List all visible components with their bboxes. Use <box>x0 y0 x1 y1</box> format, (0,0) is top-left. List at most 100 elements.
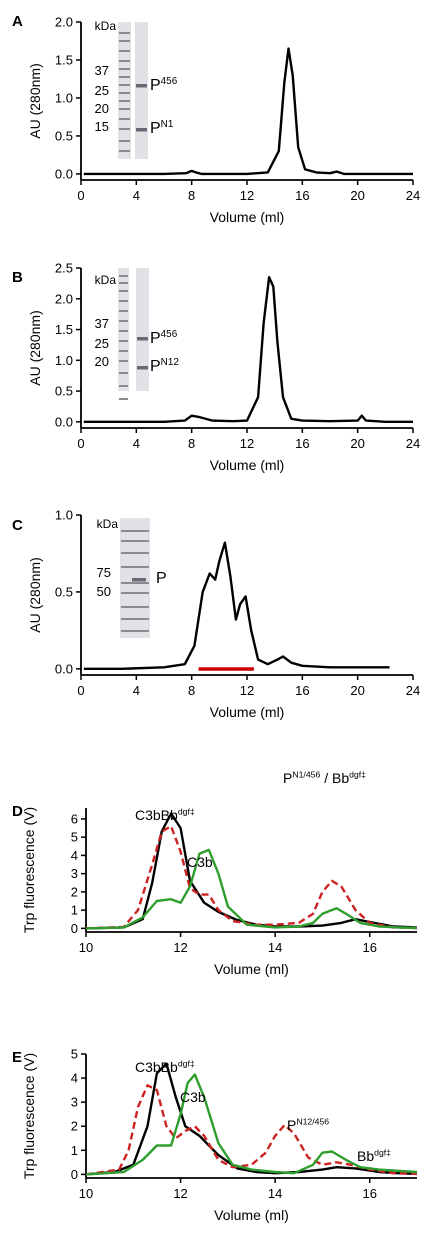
marker-band <box>119 32 130 34</box>
x-tick-label: 16 <box>295 683 309 698</box>
x-tick-label: 20 <box>350 436 364 451</box>
x-tick-label: 4 <box>133 188 140 203</box>
x-tick-label: 0 <box>77 188 84 203</box>
peak-annotation: C3bBbdgf‡ <box>135 807 195 823</box>
y-tick-label: 0.5 <box>55 384 73 399</box>
marker-band <box>121 566 149 568</box>
x-tick-label: 8 <box>188 436 195 451</box>
y-tick-label: 1.5 <box>55 52 73 67</box>
y-tick-label: 2.0 <box>55 291 73 306</box>
peak-annotation: PN12/456 <box>287 1117 329 1133</box>
gel-unit-label: kDa <box>95 19 117 33</box>
marker-band <box>119 398 128 400</box>
x-tick-label: 12 <box>173 940 187 955</box>
y-tick-label: 1.5 <box>55 322 73 337</box>
x-axis-label: Volume (ml) <box>214 961 289 977</box>
y-tick-label: 4 <box>71 1071 78 1086</box>
y-tick-label: 1.0 <box>55 508 73 523</box>
panel-A: A 0 4 8 12 16 20 24 0.0 0.5 1.0 1.5 2.0 Volume (ml) AU… <box>12 13 420 225</box>
marker-band <box>119 330 128 332</box>
x-tick-label: 8 <box>188 188 195 203</box>
x-tick-label: 14 <box>268 940 282 955</box>
y-tick-label: 5 <box>71 1047 78 1062</box>
y-tick-label: 0 <box>71 921 78 936</box>
gel-band-label: PN12 <box>150 357 179 375</box>
gel-marker-label: 20 <box>95 354 109 369</box>
marker-band <box>119 40 130 42</box>
gel-band-label: P456 <box>150 329 178 347</box>
gel-unit-label: kDa <box>97 517 119 531</box>
sample-band <box>136 84 147 88</box>
gel-image: kDa 75 50 P <box>97 517 167 638</box>
marker-band <box>119 150 130 152</box>
marker-band <box>119 118 130 120</box>
y-axis-label: AU (280nm) <box>27 63 43 138</box>
marker-band <box>119 282 128 284</box>
x-tick-label: 16 <box>295 188 309 203</box>
x-tick-label: 8 <box>188 683 195 698</box>
gel-lane <box>118 22 131 159</box>
marker-band <box>119 290 128 292</box>
marker-band <box>119 275 128 277</box>
x-axis-label: Volume (ml) <box>210 457 285 473</box>
peak-annotation: C3bBbdgf‡ <box>135 1059 195 1075</box>
marker-band <box>119 68 130 70</box>
marker-band <box>119 92 130 94</box>
marker-band <box>119 50 130 52</box>
y-tick-label: 6 <box>71 811 78 826</box>
marker-band <box>121 552 149 554</box>
series-line-1 <box>83 47 413 176</box>
peak-annotation: Bbdgf‡ <box>357 1148 391 1164</box>
gel-marker-label: 50 <box>97 584 111 599</box>
marker-band <box>121 530 149 532</box>
gel-lane <box>136 268 149 391</box>
x-tick-label: 4 <box>133 436 140 451</box>
y-tick-label: 5 <box>71 830 78 845</box>
marker-band <box>119 310 128 312</box>
gel-marker-label: 37 <box>95 63 109 78</box>
gel-image: kDa 37 25 20 P456 PN12 <box>95 268 179 400</box>
x-tick-label: 12 <box>240 188 254 203</box>
gel-band-label: P456 <box>150 76 178 94</box>
marker-band <box>119 76 130 78</box>
x-tick-label: 16 <box>295 436 309 451</box>
gel-marker-label: 75 <box>97 565 111 580</box>
panel-letter: B <box>12 269 23 286</box>
gel-band-label: P <box>156 570 167 587</box>
marker-band <box>121 618 149 620</box>
marker-band <box>121 592 149 594</box>
gel-marker-label: 37 <box>95 316 109 331</box>
gel-lane <box>135 22 148 159</box>
marker-band <box>119 385 128 387</box>
y-tick-label: 0.0 <box>55 414 73 429</box>
marker-band <box>119 128 130 130</box>
y-tick-label: 2 <box>71 884 78 899</box>
sample-band <box>136 128 147 132</box>
panel-B: B 0 4 8 12 16 20 24 0.0 0.5 1.0 1.5 2.0 2.5 Volume (ml… <box>12 261 420 474</box>
x-tick-label: 0 <box>77 436 84 451</box>
peak-annotation: PN1/456 / Bbdgf‡ <box>283 770 366 786</box>
panel-letter: A <box>12 13 23 30</box>
y-tick-label: 4 <box>71 848 78 863</box>
sample-band <box>137 337 148 341</box>
marker-band <box>119 60 130 62</box>
x-axis-label: Volume (ml) <box>210 209 285 225</box>
panel-letter: E <box>12 1049 22 1066</box>
marker-band <box>121 630 149 632</box>
y-tick-label: 0.0 <box>55 166 73 181</box>
x-tick-label: 16 <box>362 1186 376 1201</box>
x-tick-label: 10 <box>79 940 93 955</box>
y-tick-label: 1 <box>71 903 78 918</box>
x-tick-label: 12 <box>173 1186 187 1201</box>
sample-band <box>132 578 146 582</box>
y-tick-label: 0 <box>71 1167 78 1182</box>
peak-annotation: C3b <box>187 854 213 870</box>
x-tick-label: 12 <box>240 683 254 698</box>
marker-band <box>121 582 149 584</box>
marker-band <box>121 540 149 542</box>
y-tick-label: 2.5 <box>55 261 73 276</box>
series-line-2 <box>85 825 418 930</box>
marker-band <box>119 84 130 86</box>
